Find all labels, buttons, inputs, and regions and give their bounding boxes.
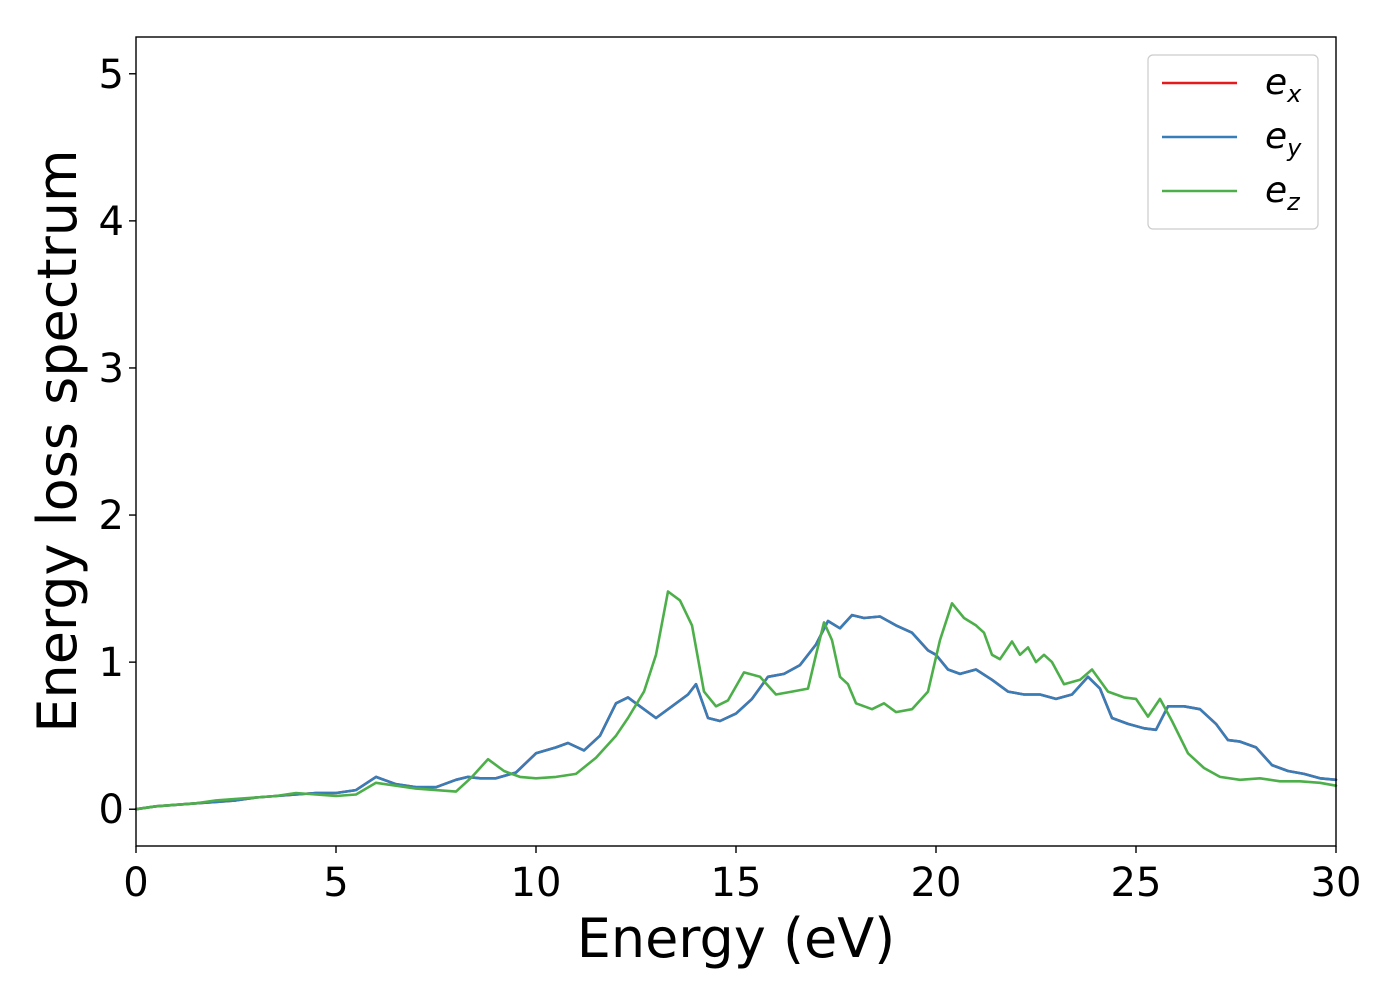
x-tick-label: 0 [123, 860, 148, 906]
y-tick-label: 4 [99, 199, 124, 245]
y-tick-label: 0 [99, 787, 124, 833]
x-tick-label: 25 [1111, 860, 1162, 906]
y-axis-title: Energy loss spectrum [26, 149, 89, 732]
x-tick-label: 20 [911, 860, 962, 906]
x-tick-label: 10 [511, 860, 562, 906]
y-axis-ticks: 0 1 2 3 4 5 [99, 52, 136, 833]
series-line-z [134, 590, 1338, 811]
x-tick-label: 30 [1311, 860, 1362, 906]
series-layer [134, 590, 1338, 811]
x-axis-ticks: 0 5 10 15 20 25 30 [123, 846, 1361, 906]
x-tick-label: 5 [323, 860, 348, 906]
y-tick-label: 1 [99, 640, 124, 686]
legend-box [1147, 54, 1319, 230]
legend: ex ey ez [1147, 54, 1319, 230]
x-axis-title: Energy (eV) [577, 907, 896, 970]
x-tick-label: 15 [711, 860, 762, 906]
y-tick-label: 5 [99, 52, 124, 98]
legend-label-x: ex [1265, 62, 1302, 108]
y-tick-label: 2 [99, 493, 124, 539]
legend-label-y: ey [1265, 116, 1302, 162]
y-tick-label: 3 [99, 346, 124, 392]
series-line-y [134, 613, 1338, 811]
legend-label-z: ez [1265, 170, 1301, 216]
